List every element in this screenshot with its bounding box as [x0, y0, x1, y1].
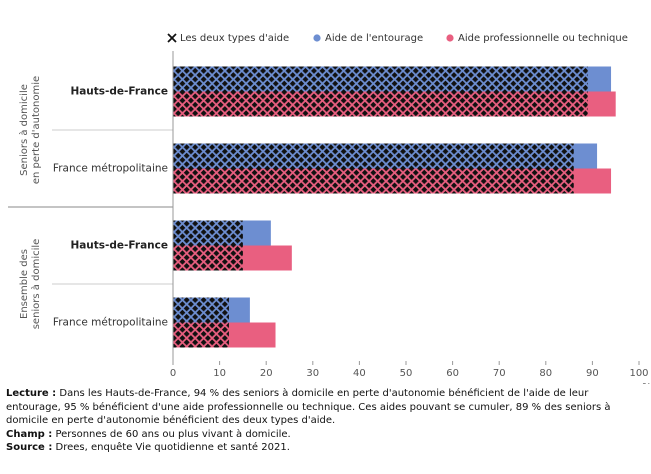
- x-tick-label: 90: [586, 368, 599, 379]
- x-tick-label: 50: [400, 368, 413, 379]
- category-label: Hauts-de-France: [70, 240, 168, 252]
- note-text: Drees, enquête Vie quotidienne et santé …: [55, 442, 290, 454]
- bar-overlap: [173, 143, 574, 194]
- legend-label: Aide de l'entourage: [325, 33, 423, 44]
- note-text: Dans les Hauts-de-France, 94 % des senio…: [6, 388, 611, 427]
- x-tick-label: 10: [213, 368, 226, 379]
- note-label: Champ :: [6, 428, 53, 440]
- legend-label: Les deux types d'aide: [180, 33, 289, 44]
- x-tick-label: 40: [353, 368, 366, 379]
- x-unit-label: en %: [626, 382, 651, 384]
- category-label: France métropolitaine: [53, 163, 168, 175]
- x-tick-label: 30: [306, 368, 319, 379]
- bar-overlap: [173, 220, 243, 271]
- note-label: Source :: [6, 442, 53, 454]
- group-label: seniors à domicile: [30, 239, 42, 330]
- bar-overlap: [173, 66, 588, 117]
- x-tick-label: 100: [629, 368, 648, 379]
- x-tick-label: 80: [539, 368, 552, 379]
- x-tick-label: 20: [260, 368, 273, 379]
- legend-marker: [446, 34, 454, 42]
- notes: Lecture : Dans les Hauts-de-France, 94 %…: [6, 387, 642, 455]
- legend-marker: [167, 33, 177, 43]
- chart: Les deux types d'aide Aide de l'entourage…: [8, 33, 651, 384]
- group-label: Seniors à domicile: [18, 84, 30, 176]
- legend-label: Aide professionnelle ou technique: [458, 33, 628, 44]
- category-label: France métropolitaine: [53, 317, 168, 329]
- note-text: Personnes de 60 ans ou plus vivant à dom…: [55, 428, 291, 440]
- category-label: Hauts-de-France: [70, 86, 168, 98]
- x-tick-label: 70: [493, 368, 506, 379]
- legend-marker: [313, 34, 321, 42]
- note: Source : Drees, enquête Vie quotidienne …: [6, 441, 642, 455]
- group-label: en perte d'autonomie: [31, 76, 42, 184]
- x-tick-label: 60: [446, 368, 459, 379]
- note: Champ : Personnes de 60 ans ou plus viva…: [6, 428, 642, 442]
- bar-overlap: [173, 297, 229, 348]
- group-label: Ensemble des: [19, 249, 30, 319]
- note-label: Lecture :: [6, 388, 57, 399]
- x-tick-label: 0: [170, 368, 176, 379]
- note: Lecture : Dans les Hauts-de-France, 94 %…: [6, 387, 642, 428]
